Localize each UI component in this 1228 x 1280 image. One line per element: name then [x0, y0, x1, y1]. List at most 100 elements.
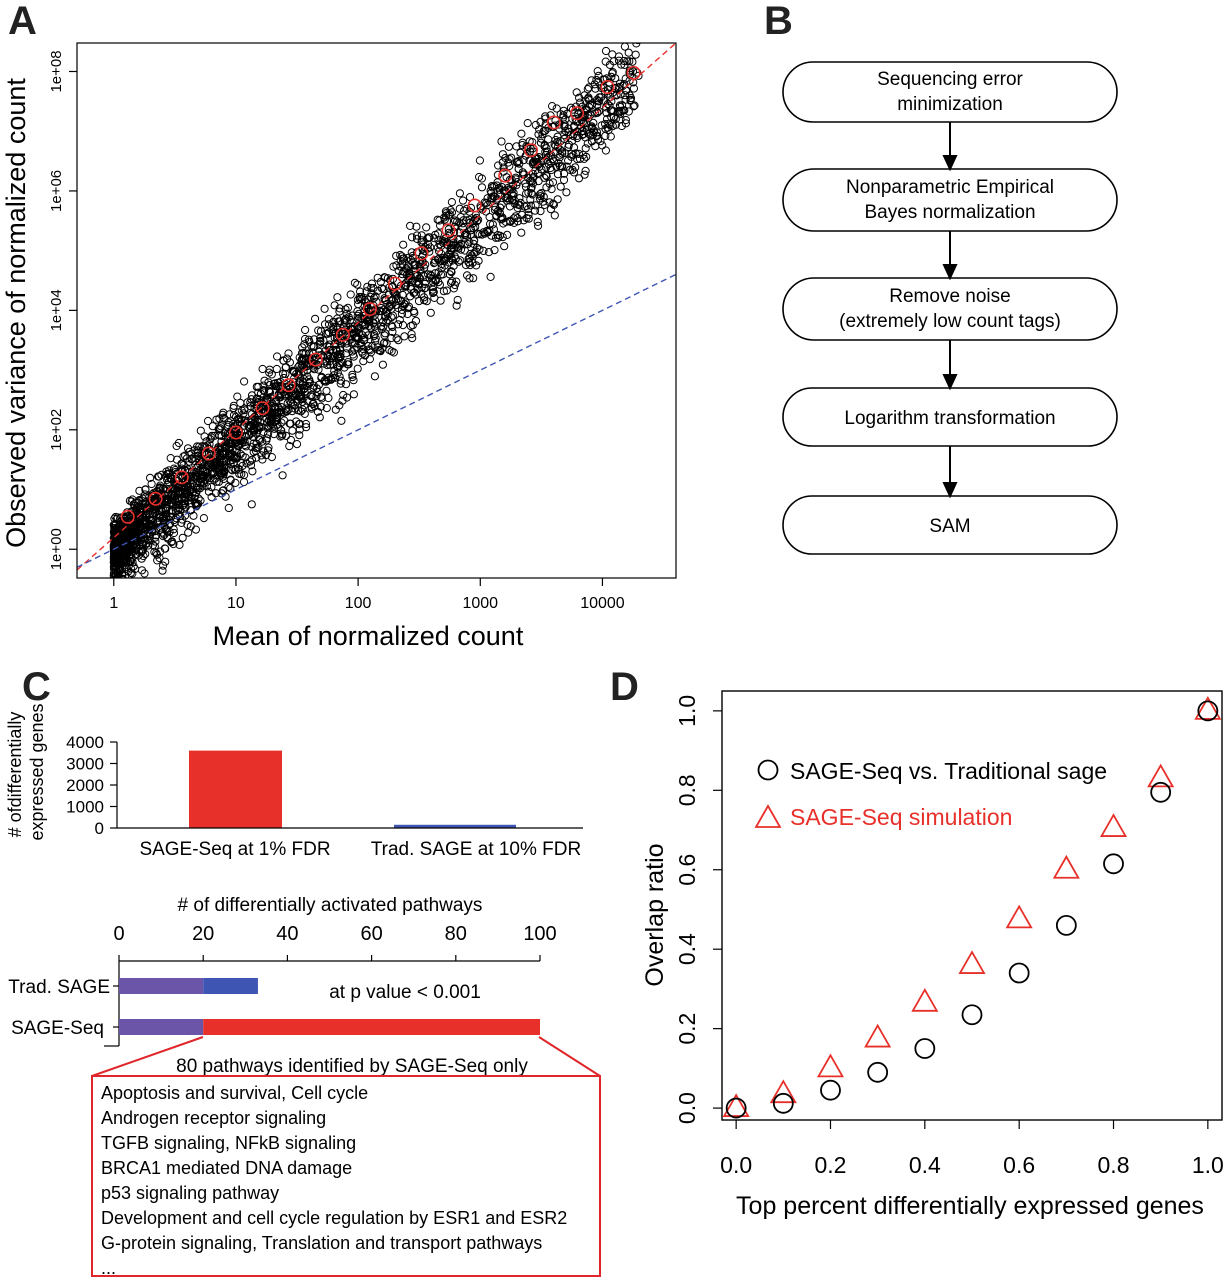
panel-a-binned-mean-11: [387, 276, 402, 291]
panel-d-triangle-10: [1147, 763, 1175, 788]
panel-a-x-tick-label-1: 1: [109, 595, 118, 612]
panel-a-binned-mean-5: [228, 425, 243, 440]
panel-c-y-tick-label-4: 3000: [66, 755, 104, 774]
panel-c-pathway-cat-2: SAGE-Seq: [11, 1018, 104, 1039]
panel-letter-d: D: [610, 665, 639, 709]
flow-step-3: Remove noise (extremely low count tags): [782, 277, 1118, 341]
panel-d-legend: SAGE-Seq vs. Traditional sage SAGE-Seq s…: [754, 758, 1107, 830]
panel-a-x-tick-label-2: 10: [227, 595, 245, 612]
panel-a-x-tick-label-3: 100: [345, 595, 372, 612]
panel-d-y-tick-label-3: 0.4: [674, 933, 700, 965]
panel-a-scatter: 1 10 100 1000 10000 1e+001e+021e+041e+061e+0…: [1, 42, 677, 651]
panel-a-y-tick-label-5: 1e+08: [48, 50, 65, 92]
panel-c-y-axis: 0 1000 2000 3000 4000: [66, 733, 117, 838]
flow-step-1-line-1: Sequencing error: [877, 69, 1023, 90]
panel-d-triangle-3: [816, 1053, 845, 1078]
panel-c-y-label-line-2: expressed genes: [27, 703, 47, 840]
panel-a-y-tick-label-2: 1e+02: [48, 409, 65, 451]
legend-circle-marker: [757, 759, 779, 781]
flow-step-1-line-2: minimization: [897, 94, 1003, 115]
panel-d-circle-6: [961, 1004, 983, 1026]
panel-d-circle-9: [1103, 853, 1124, 875]
panel-a-binned-means: [120, 65, 641, 524]
panel-c-y-tick-label-3: 2000: [66, 776, 104, 795]
panel-c-callout-list: Apoptosis and survival, Cell cycle Androg…: [101, 1083, 567, 1278]
panel-c-callout-connector-left: [91, 1036, 204, 1077]
panel-d-x-label: Top percent differentially expressed gen…: [736, 1192, 1204, 1220]
panel-d-triangle-1: [722, 1093, 750, 1117]
panel-a-x-axis: 1 10 100 1000 10000: [109, 578, 625, 612]
flow-arrowhead-3: [942, 374, 958, 391]
panel-c-y-tick-label-1: 0: [95, 819, 104, 838]
panel-d-x-tick-label-1: 0.0: [720, 1152, 752, 1178]
panel-d-y-axis: 0.0 0.2 0.4 0.6 0.8 1.0: [674, 695, 722, 1124]
panel-d-y-label: Overlap ratio: [641, 843, 669, 986]
panel-a-y-tick-label-3: 1e+04: [48, 289, 65, 331]
panel-c-pathway-x-tick-label-1: 0: [113, 923, 124, 945]
panel-d-x-tick-label-5: 0.8: [1098, 1152, 1130, 1178]
panel-d-y-tick-label-1: 0.0: [674, 1092, 700, 1124]
flow-step-4: Logarithm transformation: [782, 387, 1118, 447]
flow-arrowhead-1: [942, 155, 958, 172]
flow-step-2: Nonparametric Empirical Bayes normalizat…: [782, 168, 1118, 232]
panel-d-circle-10: [1150, 781, 1172, 803]
panel-c-category-2: Trad. SAGE at 10% FDR: [371, 839, 581, 860]
panel-d-points: [722, 696, 1222, 1119]
panel-d-x-axis: 0.0 0.2 0.4 0.6 0.8 1.0: [720, 1120, 1224, 1178]
flow-step-1: Sequencing error minimization: [782, 61, 1118, 123]
panel-d-triangle-5: [911, 988, 939, 1012]
panel-d-triangle-4: [864, 1023, 892, 1048]
panel-c-callout-item-8: ...: [101, 1258, 116, 1278]
panel-a-blue-poisson-line: [77, 273, 676, 568]
panel-d-circle-5: [914, 1038, 936, 1059]
panel-a-binned-mean-16: [523, 143, 538, 158]
panel-d-x-tick-label-2: 0.2: [814, 1152, 846, 1178]
panel-c-callout-title: 80 pathways identified by SAGE-Seq only: [176, 1056, 528, 1077]
flow-step-5-line-1: SAM: [929, 516, 970, 537]
panel-c-callout-connector-right: [538, 1036, 601, 1077]
panel-d-triangle-6: [958, 950, 986, 974]
panel-c-callout-item-6: Development and cell cycle regulation by…: [101, 1208, 567, 1228]
panel-d-circle-7: [1008, 962, 1030, 984]
panel-c-pathway-title: # of differentially activated pathways: [178, 895, 483, 916]
panel-c-y-label-line-1: # ofdifferentially: [5, 712, 25, 838]
panel-d-y-tick-label-4: 0.6: [674, 854, 700, 886]
panel-c-pathway-segments: [119, 978, 540, 1035]
panel-c-pathway-x-tick-label-4: 60: [360, 923, 382, 945]
panel-c-bars: [189, 750, 516, 828]
panel-a-binned-mean-8: [308, 352, 323, 367]
panel-a-binned-mean-19: [600, 79, 615, 94]
panel-d-triangle-7: [1005, 904, 1033, 929]
panel-a-binned-mean-9: [335, 327, 350, 342]
panel-a-binned-mean-2: [148, 491, 163, 506]
panel-c-pathway-x-tick-label-6: 100: [523, 923, 556, 945]
panel-c-pathway-bars: # of differentially activated pathways 0…: [8, 895, 601, 1278]
panel-a-point-cloud: [109, 43, 643, 578]
panel-a-binned-mean-15: [498, 168, 513, 183]
panel-a-binned-mean-13: [441, 223, 456, 238]
panel-a-y-axis: 1e+00 1e+02 1e+04 1e+06 1e+08: [48, 50, 77, 570]
panel-d-triangle-2: [769, 1079, 797, 1104]
panel-b-flowchart: Sequencing error minimization Nonparamet…: [782, 61, 1118, 555]
flow-step-4-line-1: Logarithm transformation: [844, 408, 1055, 429]
panel-d-circle-3: [820, 1079, 841, 1101]
panel-d-circle-1: [725, 1097, 747, 1119]
panel-a-binned-mean-3: [174, 470, 189, 485]
panel-c-callout-item-5: p53 signaling pathway: [101, 1183, 279, 1203]
panel-d-circle-8: [1055, 914, 1077, 936]
panel-d-circle-2: [772, 1092, 794, 1114]
panel-c-pathway-shared-2: [119, 1019, 204, 1035]
flow-step-5: SAM: [782, 495, 1118, 555]
panel-d-y-tick-label-2: 0.2: [674, 1013, 700, 1045]
panel-d-x-tick-label-6: 1.0: [1192, 1152, 1224, 1178]
panel-a-data-points: [109, 43, 643, 578]
panel-c-pathway-x-axis: 0 20 40 60 80 100: [113, 923, 557, 961]
legend-triangle-marker: [754, 804, 782, 828]
panel-c-pathway-x-tick-label-5: 80: [445, 923, 467, 945]
panel-a-y-tick-label-4: 1e+06: [48, 170, 65, 212]
flow-arrowhead-4: [942, 482, 958, 499]
panel-a-binned-mean-4: [201, 446, 216, 461]
legend-label-2: SAGE-Seq simulation: [790, 804, 1012, 830]
panel-c-pathway-unique-2: [203, 1019, 540, 1035]
